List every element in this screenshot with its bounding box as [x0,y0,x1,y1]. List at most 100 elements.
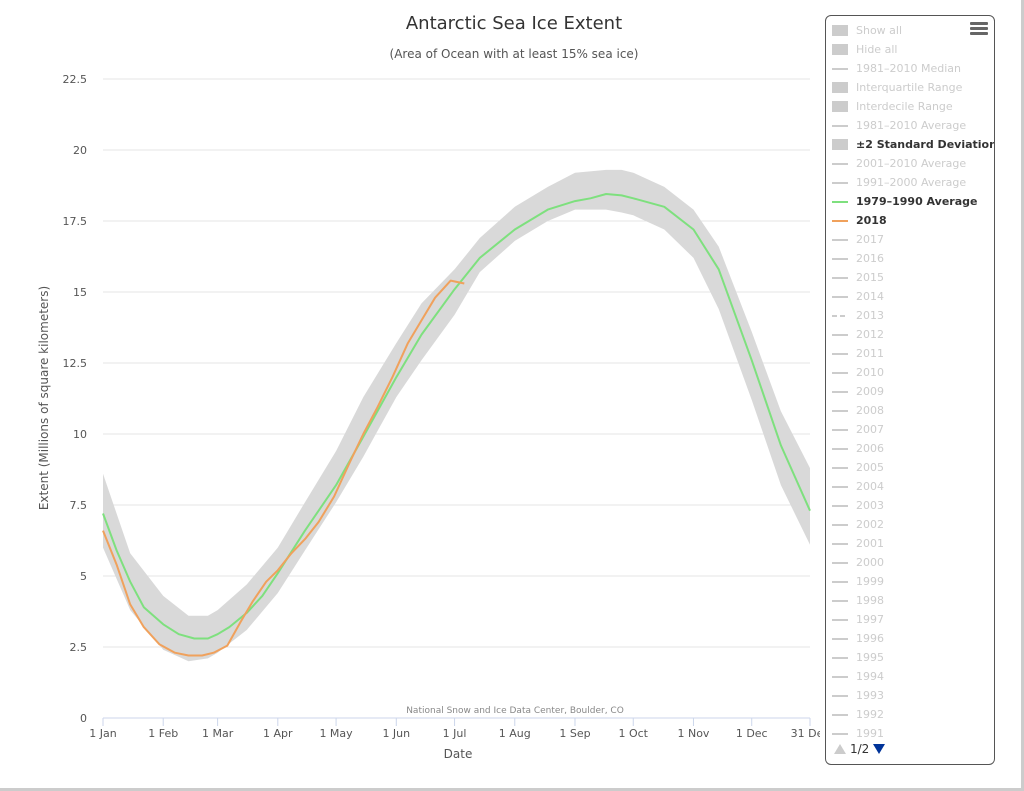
legend-item[interactable]: Interquartile Range [832,78,962,97]
legend-item[interactable]: 2012 [832,325,884,344]
legend-item[interactable]: 1991–2000 Average [832,173,966,192]
legend-symbol [832,694,848,697]
legend-item[interactable]: 1991 [832,724,884,743]
legend-symbol [832,44,848,55]
std-dev-band-layer [103,169,810,662]
legend-item[interactable]: 2001 [832,534,884,553]
legend-item[interactable]: 2007 [832,420,884,439]
legend-label: 2010 [856,366,884,379]
legend-label: Interdecile Range [856,100,953,113]
legend-item[interactable]: 2010 [832,363,884,382]
legend-item[interactable]: 2016 [832,249,884,268]
y-axis: 0 2.5 5 7.5 10 12.5 15 17.5 20 22.5 [63,73,88,725]
y-axis-title: Extent (Millions of square kilometers) [37,286,51,510]
x-tick-label: 31 Dec [791,727,820,740]
legend-item[interactable]: 1998 [832,591,884,610]
legend-item[interactable]: Interdecile Range [832,97,953,116]
legend-item[interactable]: 1992 [832,705,884,724]
legend-item[interactable]: 2006 [832,439,884,458]
pager-up-arrow-icon[interactable] [834,744,846,754]
legend-item[interactable]: 2009 [832,382,884,401]
legend-label: ±2 Standard Deviations [856,138,995,151]
legend-label: 2000 [856,556,884,569]
x-tick-label: 1 May [319,727,353,740]
legend-symbol [832,732,848,735]
legend-symbol [832,371,848,374]
legend-symbol [832,333,848,336]
legend-item[interactable]: 2005 [832,458,884,477]
legend-item[interactable]: 2013 [832,306,884,325]
legend-item[interactable]: 2008 [832,401,884,420]
y-tick-label: 2.5 [70,641,88,654]
legend-symbol [832,466,848,469]
legend-label: Interquartile Range [856,81,963,94]
legend-label: 1994 [856,670,884,683]
legend-symbol [832,139,848,150]
legend-item[interactable]: 1997 [832,610,884,629]
legend-label: 1996 [856,632,884,645]
chart-title: Antarctic Sea Ice Extent [406,13,622,34]
legend-label: 2006 [856,442,884,455]
legend-item[interactable]: 1979–1990 Average [832,192,978,211]
x-tick-label: 1 Jul [443,727,467,740]
legend-label: 1997 [856,613,884,626]
legend-symbol [832,82,848,93]
legend-item[interactable]: 1996 [832,629,884,648]
pager-down-arrow-icon[interactable] [873,744,886,754]
hamburger-menu-icon[interactable] [970,22,988,36]
legend-label: 1992 [856,708,884,721]
legend-symbol [832,162,848,165]
legend-item[interactable]: 1981–2010 Median [832,59,961,78]
legend-item[interactable]: 2000 [832,553,884,572]
legend-pager: 1/2 [834,742,886,756]
x-tick-label: 1 Dec [736,727,768,740]
legend-item[interactable]: ±2 Standard Deviations [832,135,995,154]
std-dev-band [103,169,810,662]
pager-text: 1/2 [850,742,870,756]
legend-item[interactable]: 2015 [832,268,884,287]
legend-symbol [832,409,848,412]
legend-item[interactable]: 2017 [832,230,884,249]
legend-label: 1999 [856,575,884,588]
legend-label: 1981–2010 Average [856,119,967,132]
y-tick-label: 10 [73,428,87,441]
legend-item[interactable]: 2018 [832,211,887,230]
series-line-1979-1990-average [102,193,811,640]
legend-item[interactable]: 2014 [832,287,884,306]
legend-item[interactable]: 1995 [832,648,884,667]
legend-symbol [832,314,848,317]
chart-subtitle: (Area of Ocean with at least 15% sea ice… [390,47,639,61]
legend-item[interactable]: Hide all [832,40,897,59]
x-axis: 1 Jan 1 Feb 1 Mar 1 Apr 1 May 1 Jun 1 Jul 1 Aug… [89,717,820,740]
legend-item[interactable]: 2003 [832,496,884,515]
series-lines-layer [102,193,811,657]
gridlines [103,78,810,648]
legend-label: Show all [856,24,903,37]
legend-item[interactable]: 1981–2010 Average [832,116,966,135]
frame-shadow-bottom [0,788,1024,791]
legend-label: 2017 [856,233,884,246]
legend-item[interactable]: 2002 [832,515,884,534]
legend-symbol [832,238,848,241]
legend-item[interactable]: 2001–2010 Average [832,154,966,173]
legend-item[interactable]: 1993 [832,686,884,705]
legend-label: 2018 [856,214,887,227]
legend-symbol [832,637,848,640]
legend-label: 1995 [856,651,884,664]
legend-item[interactable]: 1994 [832,667,884,686]
legend-symbol [832,124,848,127]
legend-item[interactable]: 2004 [832,477,884,496]
legend-label: 2002 [856,518,884,531]
legend-item[interactable]: Show all [832,21,902,40]
legend-symbol [832,219,848,222]
legend-label: 2015 [856,271,884,284]
legend-item[interactable]: 2011 [832,344,884,363]
legend-label: 2007 [856,423,884,436]
legend-symbol [832,352,848,355]
y-tick-label: 20 [73,144,87,157]
legend-symbol [832,295,848,298]
legend-label: 2003 [856,499,884,512]
legend-label: 2009 [856,385,884,398]
legend-item[interactable]: 1999 [832,572,884,591]
legend-label: 2014 [856,290,884,303]
